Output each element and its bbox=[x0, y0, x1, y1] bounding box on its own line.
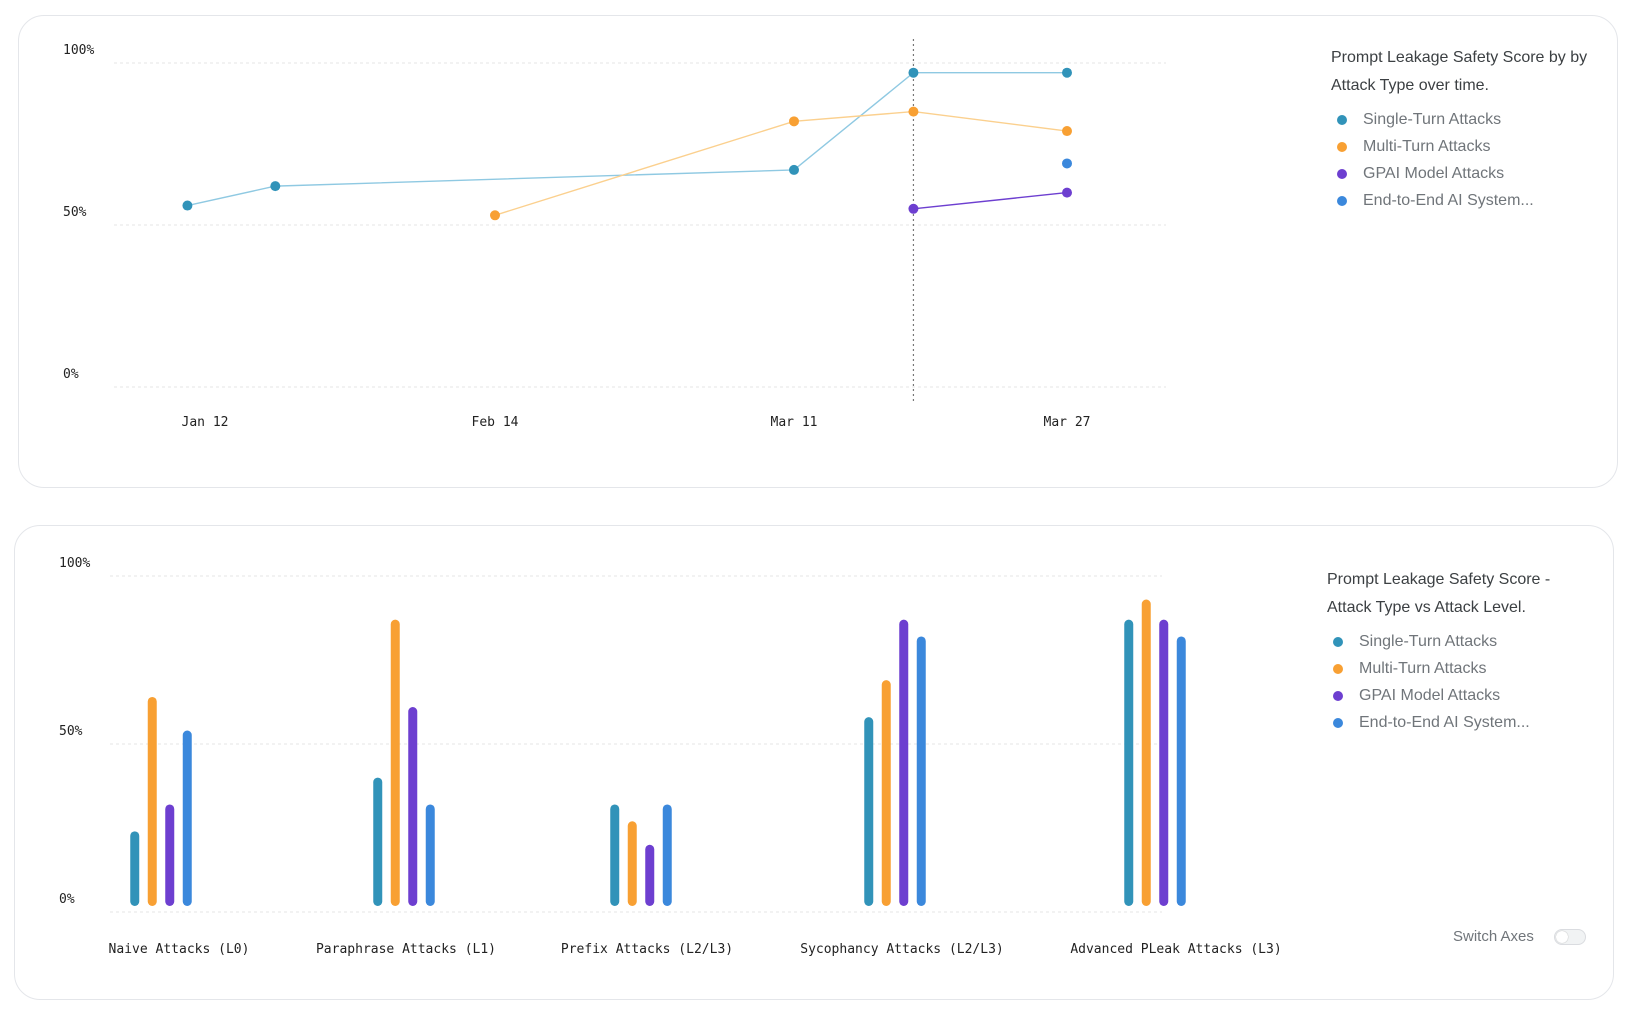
x-tick-label: Advanced PLeak Attacks (L3) bbox=[1070, 942, 1281, 957]
single-turn-point[interactable] bbox=[270, 181, 281, 192]
legend-item-gpai[interactable]: GPAI Model Attacks bbox=[1327, 682, 1597, 709]
x-tick-label: Prefix Attacks (L2/L3) bbox=[561, 942, 733, 957]
x-tick-label: Sycophancy Attacks (L2/L3) bbox=[800, 942, 1004, 957]
end-to-end-point[interactable] bbox=[1062, 158, 1072, 169]
single-turn-bar[interactable] bbox=[373, 777, 383, 906]
gpai-line bbox=[913, 191, 1068, 210]
bar-chart-card bbox=[14, 525, 1614, 1000]
legend-item-gpai[interactable]: GPAI Model Attacks bbox=[1331, 160, 1601, 187]
legend-item-multi-turn[interactable]: Multi-Turn Attacks bbox=[1327, 655, 1597, 682]
multi-turn-dot-icon bbox=[1333, 663, 1343, 674]
gpai-bar[interactable] bbox=[1159, 619, 1169, 906]
multi-turn-bar[interactable] bbox=[881, 680, 891, 906]
switch-axes-control: Switch Axes bbox=[1453, 928, 1586, 945]
bar-chart-x-ticks: Naive Attacks (L0) Paraphrase Attacks (L1… bbox=[109, 942, 1282, 957]
y-tick-label: 50% bbox=[59, 724, 83, 739]
x-tick-label: Feb 14 bbox=[472, 415, 519, 430]
single-turn-dot-icon bbox=[1337, 114, 1347, 125]
legend-item-end-to-end[interactable]: End-to-End AI System... bbox=[1331, 187, 1601, 214]
y-tick-label: 0% bbox=[63, 367, 79, 382]
bar-chart-title: Prompt Leakage Safety Score - Attack Typ… bbox=[1327, 571, 1551, 616]
end-to-end-bar[interactable] bbox=[182, 730, 192, 906]
legend-label: GPAI Model Attacks bbox=[1363, 164, 1505, 182]
line-chart-card bbox=[18, 15, 1618, 488]
bar-chart-y-ticks: 0% 50% 100% bbox=[59, 556, 90, 907]
gpai-point[interactable] bbox=[1062, 187, 1072, 198]
legend-label: End-to-End AI System... bbox=[1363, 191, 1534, 209]
gpai-bar[interactable] bbox=[408, 707, 418, 906]
legend-label: Single-Turn Attacks bbox=[1363, 110, 1502, 128]
legend-item-single-turn[interactable]: Single-Turn Attacks bbox=[1331, 106, 1601, 133]
x-tick-label: Jan 12 bbox=[182, 415, 229, 430]
single-turn-bar[interactable] bbox=[130, 831, 140, 906]
single-turn-point[interactable] bbox=[908, 67, 919, 78]
single-turn-bar[interactable] bbox=[1124, 619, 1134, 906]
multi-turn-point[interactable] bbox=[1062, 126, 1072, 137]
gpai-bar[interactable] bbox=[645, 844, 655, 906]
gpai-bar[interactable] bbox=[899, 619, 909, 906]
multi-turn-bar[interactable] bbox=[147, 696, 157, 906]
legend-item-multi-turn[interactable]: Multi-Turn Attacks bbox=[1331, 133, 1601, 160]
end-to-end-bar[interactable] bbox=[1176, 636, 1186, 906]
multi-turn-point[interactable] bbox=[908, 106, 919, 117]
gpai-bar[interactable] bbox=[165, 804, 175, 906]
single-turn-bar[interactable] bbox=[610, 804, 620, 906]
line-chart-legend: Prompt Leakage Safety Score by by Attack… bbox=[1331, 44, 1601, 214]
x-tick-label: Mar 27 bbox=[1044, 415, 1091, 430]
end-to-end-bar[interactable] bbox=[916, 636, 926, 906]
single-turn-bar[interactable] bbox=[864, 717, 874, 906]
multi-turn-bar[interactable] bbox=[1141, 599, 1151, 906]
y-tick-label: 100% bbox=[59, 556, 90, 571]
x-tick-label: Paraphrase Attacks (L1) bbox=[316, 942, 496, 957]
y-tick-label: 0% bbox=[59, 892, 75, 907]
legend-label: Single-Turn Attacks bbox=[1359, 632, 1498, 650]
line-chart-series bbox=[182, 39, 1072, 401]
line-chart-y-ticks: 0% 50% 100% bbox=[63, 43, 94, 382]
gpai-dot-icon bbox=[1333, 690, 1343, 701]
bar-chart-legend: Prompt Leakage Safety Score - Attack Typ… bbox=[1327, 566, 1597, 736]
single-turn-point[interactable] bbox=[182, 200, 193, 211]
legend-label: Multi-Turn Attacks bbox=[1359, 659, 1487, 677]
legend-label: GPAI Model Attacks bbox=[1359, 686, 1501, 704]
toggle-knob-icon bbox=[1555, 930, 1568, 943]
single-turn-point[interactable] bbox=[1062, 67, 1072, 78]
end-to-end-bar[interactable] bbox=[425, 804, 435, 906]
multi-turn-point[interactable] bbox=[789, 116, 799, 127]
end-to-end-dot-icon bbox=[1333, 717, 1343, 728]
y-tick-label: 100% bbox=[63, 43, 94, 58]
multi-turn-point[interactable] bbox=[490, 210, 500, 221]
line-chart-grid bbox=[114, 62, 1166, 388]
x-tick-label: Naive Attacks (L0) bbox=[109, 942, 250, 957]
bar-chart-grid bbox=[110, 575, 1162, 913]
multi-turn-line bbox=[494, 110, 1068, 216]
single-turn-point[interactable] bbox=[789, 164, 799, 175]
multi-turn-bar[interactable] bbox=[390, 619, 400, 906]
end-to-end-dot-icon bbox=[1337, 195, 1347, 206]
x-tick-label: Mar 11 bbox=[771, 415, 818, 430]
bar-chart-bars bbox=[130, 599, 1186, 906]
switch-axes-toggle[interactable] bbox=[1553, 928, 1586, 945]
single-turn-dot-icon bbox=[1333, 636, 1343, 647]
multi-turn-bar[interactable] bbox=[627, 821, 637, 906]
line-chart-x-ticks: Jan 12 Feb 14 Mar 11 Mar 27 bbox=[182, 415, 1091, 430]
multi-turn-dot-icon bbox=[1337, 141, 1347, 152]
switch-axes-label: Switch Axes bbox=[1453, 928, 1534, 945]
legend-label: Multi-Turn Attacks bbox=[1363, 137, 1491, 155]
end-to-end-bar[interactable] bbox=[662, 804, 672, 906]
gpai-dot-icon bbox=[1337, 168, 1347, 179]
y-tick-label: 50% bbox=[63, 205, 87, 220]
legend-item-single-turn[interactable]: Single-Turn Attacks bbox=[1327, 628, 1597, 655]
legend-item-end-to-end[interactable]: End-to-End AI System... bbox=[1327, 709, 1597, 736]
line-chart-title: Prompt Leakage Safety Score by by Attack… bbox=[1331, 49, 1588, 94]
legend-label: End-to-End AI System... bbox=[1359, 713, 1530, 731]
gpai-point[interactable] bbox=[908, 203, 919, 214]
